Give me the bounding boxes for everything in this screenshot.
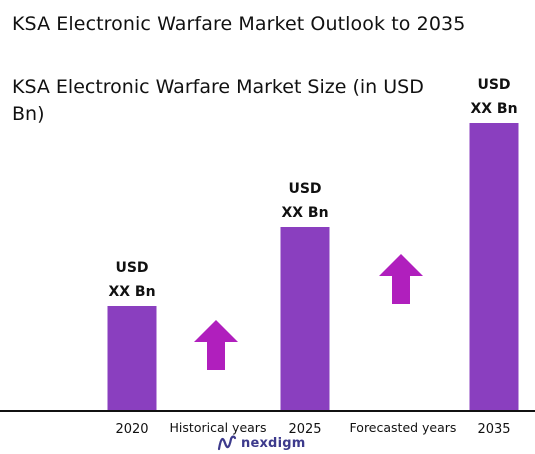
x-tick-label: 2020 xyxy=(115,422,148,437)
bar-labels-group: USD XX Bn USD XX Bn USD XX Bn xyxy=(108,77,517,300)
period-label: Historical years xyxy=(170,420,267,435)
x-tick-labels-group: 2020 2025 2035 xyxy=(115,422,510,437)
up-arrow-icon xyxy=(379,254,423,304)
bars-group xyxy=(107,123,519,411)
bar-value-label: USD xyxy=(477,77,510,93)
logo-text: nexdigm xyxy=(241,435,306,451)
bar-2025 xyxy=(280,227,330,411)
bar-value-label: XX Bn xyxy=(470,101,517,117)
page-title: KSA Electronic Warfare Market Outlook to… xyxy=(12,13,466,35)
chart-subtitle: KSA Electronic Warfare Market Size (in U… xyxy=(12,76,424,125)
nexdigm-wave-icon xyxy=(217,435,237,451)
bar-value-label: XX Bn xyxy=(108,284,155,300)
x-tick-label: 2035 xyxy=(477,422,510,437)
period-labels-group: Historical years Forecasted years xyxy=(170,420,457,435)
growth-arrows-group xyxy=(194,254,423,370)
bar-value-label: USD xyxy=(288,181,321,197)
nexdigm-logo: nexdigm xyxy=(217,434,305,452)
bar-2020 xyxy=(107,306,157,411)
period-label: Forecasted years xyxy=(350,420,457,435)
bar-2035 xyxy=(469,123,519,411)
bar-value-label: XX Bn xyxy=(281,205,328,221)
up-arrow-icon xyxy=(194,320,238,370)
x-tick-label: 2025 xyxy=(288,422,321,437)
bar-value-label: USD xyxy=(115,260,148,276)
